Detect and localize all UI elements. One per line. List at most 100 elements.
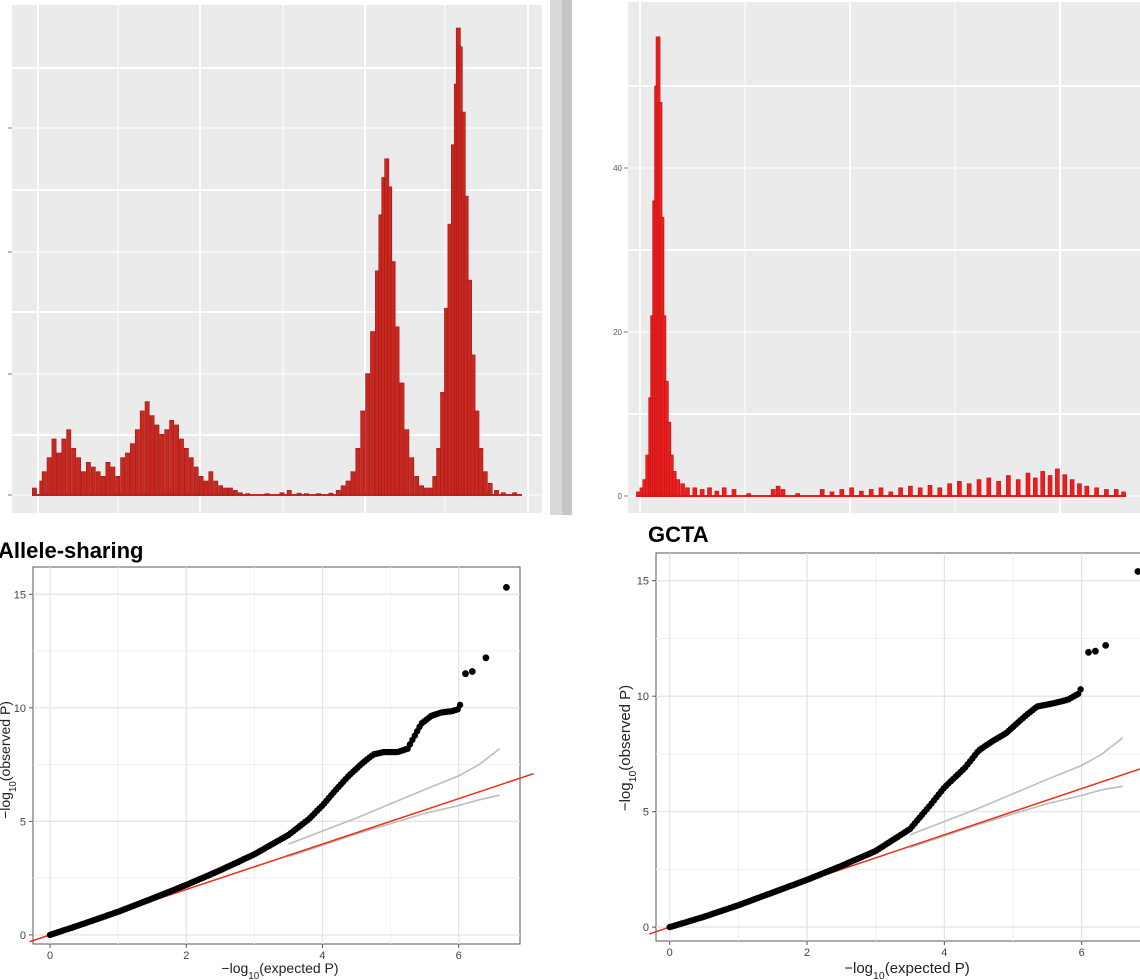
hist-bar xyxy=(414,476,420,496)
hist-bar xyxy=(350,471,356,496)
hist-bar xyxy=(1006,475,1011,497)
hist-bar xyxy=(482,471,488,496)
hist-bar xyxy=(139,410,145,496)
hist-bar xyxy=(440,391,446,496)
hist-bar xyxy=(409,457,415,496)
qq-allele-sharing-grid xyxy=(33,567,520,944)
hist-bar xyxy=(90,466,96,496)
hist-bar xyxy=(370,331,375,496)
hist-bar xyxy=(685,487,690,497)
qq-point xyxy=(462,670,469,678)
qq-gcta-grid xyxy=(656,553,1140,941)
hist-bar xyxy=(432,476,438,496)
hist-bar xyxy=(917,487,923,497)
qq-ci-upper xyxy=(909,737,1124,836)
qq-allele-sharing-title: Allele-sharing xyxy=(0,538,144,563)
qq-ci-lower xyxy=(288,794,500,858)
qq-point xyxy=(468,668,476,675)
hist-bar xyxy=(692,487,698,497)
hist-y-tick-label: 40 xyxy=(613,164,622,173)
qq-x-tick-label: 2 xyxy=(183,950,189,962)
hist-y-tick-label: 0 xyxy=(618,492,623,501)
hist-bar xyxy=(775,485,781,497)
hist-bar xyxy=(245,493,250,496)
hist-bar xyxy=(85,462,91,496)
hist-bar xyxy=(888,491,894,497)
hist-bar xyxy=(105,462,111,496)
hist-bar xyxy=(218,485,224,496)
qq-gcta: 0 2 4 6 0 5 10 15 −log10(observed P) −log10(exp… xyxy=(617,552,1140,980)
hist-bar xyxy=(721,487,727,497)
hist-bar xyxy=(345,480,351,496)
qq-x-tick-label: 6 xyxy=(456,950,462,962)
hist-y-tick-label: 20 xyxy=(613,328,622,337)
hist-bar xyxy=(46,457,52,496)
qq-point xyxy=(482,654,490,662)
qq-ci-lower xyxy=(909,785,1123,849)
qq-y-tick-label: 10 xyxy=(14,703,26,715)
hist-bar xyxy=(120,457,126,496)
hist-bar xyxy=(829,491,835,497)
histogram-right-y-ticks: 0 20 40 xyxy=(613,164,628,501)
hist-bar xyxy=(164,429,170,496)
hist-bar xyxy=(328,492,334,496)
qq-x-tick-label: 0 xyxy=(47,950,53,962)
qq-point xyxy=(1077,686,1084,693)
hist-bar xyxy=(174,424,179,496)
hist-bar xyxy=(908,485,913,497)
hist-bar xyxy=(746,493,752,497)
qq-point xyxy=(1102,642,1110,649)
hist-bar xyxy=(986,477,992,497)
hist-bar xyxy=(957,480,962,497)
hist-bar xyxy=(996,480,1001,497)
qq-y-tick-label: 0 xyxy=(20,930,26,942)
hist-bar xyxy=(208,471,214,496)
histogram-right-bars xyxy=(636,36,1126,497)
hist-bar xyxy=(898,487,903,497)
hist-bar xyxy=(1084,485,1090,497)
hist-bar xyxy=(424,487,429,496)
hist-bar xyxy=(478,447,484,496)
qq-point xyxy=(456,701,464,709)
qq-gcta-points xyxy=(666,568,1140,931)
hist-bar xyxy=(365,373,371,496)
hist-bar xyxy=(1077,483,1082,497)
qq-y-tick-label: 0 xyxy=(643,922,649,934)
hist-bar xyxy=(675,479,680,497)
hist-bar xyxy=(795,493,801,497)
hist-bar xyxy=(770,489,776,497)
hist-bar xyxy=(1069,479,1075,497)
hist-bar xyxy=(144,401,150,496)
hist-bar xyxy=(1121,491,1126,497)
hist-bar xyxy=(51,438,57,496)
hist-bar xyxy=(1025,472,1031,497)
hist-bar xyxy=(487,483,493,496)
qq-y-tick-label: 10 xyxy=(637,691,649,703)
hist-bar xyxy=(849,487,854,497)
hist-bar xyxy=(1062,474,1068,497)
hist-bar xyxy=(169,419,175,496)
hist-bar xyxy=(71,447,77,496)
hist-bar xyxy=(394,326,400,496)
hist-bar xyxy=(436,447,442,496)
hist-bar xyxy=(115,476,121,496)
hist-bar xyxy=(149,415,155,496)
hist-bar xyxy=(95,471,101,496)
hist-bar xyxy=(81,471,86,496)
hist-bar xyxy=(264,493,270,496)
hist-bar xyxy=(878,487,884,497)
hist-bar xyxy=(286,490,292,496)
qq-gcta-xlabel: −log10(expected P) xyxy=(844,960,970,980)
qq-point xyxy=(1134,568,1140,575)
qq-point xyxy=(1092,647,1099,655)
hist-bar xyxy=(680,483,685,497)
hist-bar xyxy=(819,489,825,497)
hist-bar xyxy=(32,487,37,496)
hist-bar xyxy=(203,480,209,496)
hist-bar xyxy=(193,466,199,496)
qq-y-tick-label: 15 xyxy=(637,576,649,588)
hist-bar xyxy=(474,410,480,496)
qq-allele-sharing-xlabel: −log10(expected P) xyxy=(221,960,338,980)
hist-bar xyxy=(714,490,720,497)
hist-bar xyxy=(213,480,219,496)
